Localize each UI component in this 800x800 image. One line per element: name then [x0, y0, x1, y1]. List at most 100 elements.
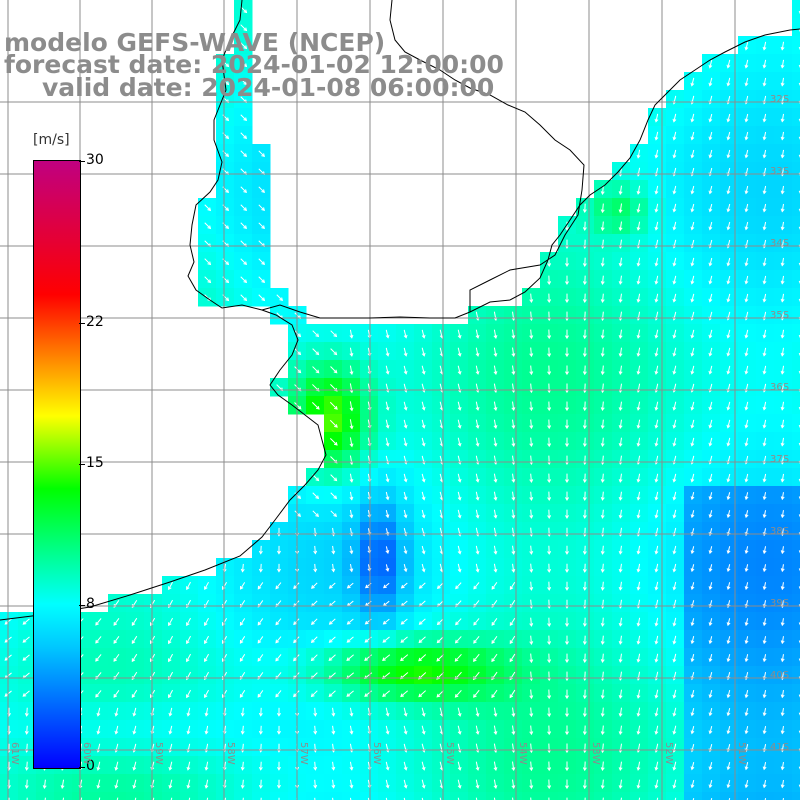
valid-date: valid date: 2024-01-08 06:00:00	[42, 73, 495, 102]
wind-arrow-head	[225, 81, 230, 86]
wind-arrow-head	[331, 730, 336, 735]
wind-arrow-head	[654, 136, 659, 141]
wind-arrow	[601, 221, 604, 231]
wind-arrow-head	[310, 639, 315, 644]
wind-arrow-head	[708, 586, 713, 591]
wind-arrow-head	[473, 639, 477, 644]
wind-arrow-head	[780, 496, 785, 501]
speed-cell	[792, 396, 800, 415]
wind-arrow	[113, 689, 120, 698]
speed-cell	[792, 288, 800, 307]
wind-arrow-head	[333, 513, 337, 517]
wind-arrow-head	[547, 569, 552, 573]
speed-cell	[468, 792, 487, 800]
wind-arrow-head	[762, 496, 767, 501]
wind-arrow	[241, 725, 244, 734]
speed-cell	[234, 792, 253, 800]
wind-arrow-head	[600, 785, 605, 790]
wind-arrow	[602, 545, 604, 554]
wind-arrow-head	[22, 621, 27, 625]
wind-arrow-head	[762, 514, 767, 519]
wind-arrow-head	[708, 154, 713, 159]
speed-cell	[792, 162, 800, 181]
wind-arrow	[276, 312, 283, 319]
wind-arrow-head	[600, 227, 605, 232]
speed-cell	[522, 792, 541, 800]
wind-arrow	[530, 311, 532, 321]
wind-arrow	[418, 690, 426, 697]
wind-arrow-head	[744, 640, 749, 645]
wind-arrow	[493, 761, 497, 771]
wind-arrow	[619, 293, 622, 303]
wind-arrow-head	[636, 640, 641, 645]
speed-cell	[144, 792, 163, 800]
wind-arrow	[728, 798, 731, 800]
wind-arrow-head	[385, 496, 390, 501]
wind-arrow-head	[403, 514, 408, 519]
wind-arrow	[619, 275, 622, 284]
wind-arrow	[187, 779, 191, 789]
wind-arrow-head	[618, 280, 623, 285]
wind-arrow	[530, 617, 532, 627]
wind-arrow-head	[454, 676, 459, 680]
wind-arrow	[745, 726, 749, 734]
wind-arrow	[329, 401, 338, 410]
longitude-label: 59W	[153, 742, 164, 765]
wind-arrow-head	[113, 694, 118, 698]
wind-arrow	[637, 671, 641, 680]
wind-arrow	[475, 491, 479, 500]
wind-arrow	[22, 672, 30, 679]
wind-arrow	[349, 725, 353, 734]
wind-arrow	[727, 77, 731, 86]
wind-arrow-head	[708, 208, 713, 213]
wind-arrow	[781, 401, 785, 410]
wind-arrow-head	[654, 352, 659, 357]
wind-arrow-head	[636, 424, 641, 429]
wind-arrow-head	[131, 694, 136, 699]
wind-arrow	[62, 797, 65, 800]
wind-arrow-head	[240, 712, 245, 717]
wind-arrow	[602, 635, 604, 644]
wind-arrow	[493, 545, 497, 554]
wind-arrow-head	[418, 657, 422, 662]
wind-arrow	[619, 239, 622, 248]
wind-arrow-head	[744, 226, 749, 231]
wind-arrow	[275, 690, 282, 698]
wind-arrow	[530, 563, 532, 572]
wind-arrow	[80, 797, 83, 800]
wind-arrow	[637, 257, 641, 266]
wind-arrow	[709, 329, 713, 338]
wind-arrow-head	[239, 658, 244, 662]
wind-arrow-head	[225, 117, 230, 122]
wind-arrow-head	[186, 586, 190, 591]
wind-arrow-head	[261, 225, 265, 229]
wind-arrow	[655, 419, 659, 428]
wind-arrow	[512, 509, 515, 518]
latitude-label: 38S	[770, 526, 790, 537]
wind-arrow-head	[690, 442, 695, 447]
wind-arrow-head	[582, 299, 587, 304]
wind-arrow	[95, 690, 102, 698]
wind-arrow	[240, 96, 247, 103]
latitude-label: 33S	[770, 166, 790, 177]
wind-arrow-head	[24, 767, 29, 771]
wind-arrow-head	[349, 425, 354, 430]
speed-cell	[756, 792, 775, 800]
speed-cell	[342, 792, 361, 800]
wind-arrow-head	[654, 496, 659, 501]
speed-cell	[792, 198, 800, 217]
wind-arrow-head	[565, 425, 569, 430]
colorbar-tick-label: 0	[86, 758, 95, 774]
wind-arrow-head	[636, 712, 641, 717]
wind-arrow-head	[708, 136, 713, 141]
wind-arrow	[530, 797, 532, 800]
wind-arrow-head	[708, 496, 713, 501]
wind-arrow-head	[547, 407, 552, 412]
wind-arrow	[364, 690, 372, 697]
wind-arrow	[385, 419, 389, 428]
wind-arrow	[512, 527, 515, 536]
speed-cell	[558, 792, 577, 800]
wind-arrow	[257, 636, 264, 644]
wind-arrow-head	[780, 784, 785, 789]
wind-arrow	[673, 653, 677, 662]
